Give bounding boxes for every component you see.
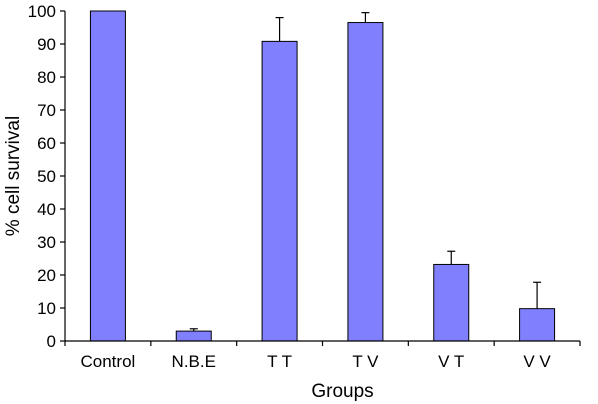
y-tick-label: 60 (37, 134, 56, 153)
x-tick-label: N.B.E (172, 352, 216, 371)
y-tick-label: 30 (37, 233, 56, 252)
y-axis-ticks: 0 10 20 30 40 50 60 70 80 90 100 (28, 2, 65, 351)
x-tick-label: V V (523, 352, 551, 371)
x-tick-label: T T (267, 352, 292, 371)
bar-control (89, 10, 126, 342)
bar-v-v (519, 308, 556, 342)
y-tick-label: 90 (37, 35, 56, 54)
y-tick-label: 100 (28, 2, 56, 21)
y-tick-label: 80 (37, 68, 56, 87)
bar-v-t (433, 263, 470, 342)
bar-n-b-e (175, 330, 212, 342)
y-axis-title: % cell survival (3, 116, 24, 236)
x-axis-tick-labels: Control N.B.E T T T V V T V V (64, 341, 581, 371)
x-axis-title: Groups (311, 381, 373, 402)
x-tick-label: V T (438, 352, 464, 371)
x-tick-label: T V (352, 352, 379, 371)
y-tick-label: 20 (37, 266, 56, 285)
y-tick-label: 70 (37, 101, 56, 120)
bar-t-v (347, 22, 384, 342)
y-tick-label: 10 (37, 299, 56, 318)
y-tick-label: 0 (47, 332, 56, 351)
bars (89, 10, 556, 342)
bar-t-t (261, 40, 298, 342)
y-tick-label: 50 (37, 167, 56, 186)
error-bars (189, 12, 542, 332)
y-tick-label: 40 (37, 200, 56, 219)
x-tick-label: Control (81, 352, 136, 371)
